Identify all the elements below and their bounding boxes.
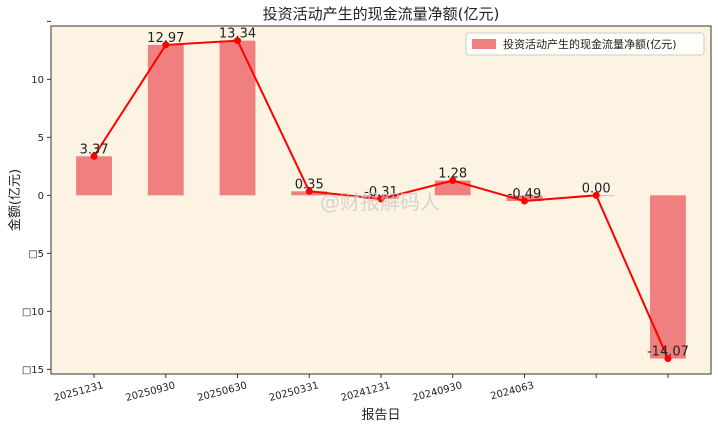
data-point xyxy=(305,187,313,195)
data-label: 0.00 xyxy=(582,181,611,196)
data-labels-layer: 3.37 12.97 13.34 0.35 -0.31 1.28 -0.49 0.00 -14.… xyxy=(80,27,689,360)
data-point xyxy=(592,191,600,199)
legend-box xyxy=(465,32,705,56)
legend-swatch xyxy=(472,39,496,49)
legend: 投资活动产生的现金流量净额(亿元) xyxy=(465,32,705,56)
data-label: 0.35 xyxy=(295,177,324,192)
data-label: 12.97 xyxy=(147,31,184,46)
legend-label: 投资活动产生的现金流量净额(亿元) xyxy=(503,37,677,51)
data-point xyxy=(664,355,672,363)
data-label: 3.37 xyxy=(80,142,109,157)
data-label: -14.07 xyxy=(647,345,689,360)
chart-title: 投资活动产生的现金流量净额(亿元) xyxy=(263,5,500,23)
data-point xyxy=(234,37,242,45)
data-label: -0.31 xyxy=(364,185,398,200)
y-tick-label: 0 xyxy=(38,191,44,202)
line-layer xyxy=(90,37,672,363)
data-point xyxy=(520,197,528,205)
y-tick-label: □15 xyxy=(22,365,44,376)
x-axis-label: 报告日 xyxy=(361,408,400,423)
y-tick-label: 5 xyxy=(38,133,44,144)
data-label: -0.49 xyxy=(508,187,542,202)
bar xyxy=(147,44,184,196)
bar xyxy=(434,180,471,196)
y-tick-label: 10 xyxy=(31,75,44,86)
data-point xyxy=(377,195,385,203)
watermark: @财报解码人 xyxy=(320,190,440,214)
data-point xyxy=(162,41,170,49)
data-label: 13.34 xyxy=(219,27,256,42)
bar xyxy=(219,40,256,196)
data-label: 1.28 xyxy=(438,167,467,182)
data-point xyxy=(449,177,457,185)
y-tick-label: □5 xyxy=(28,249,44,260)
y-axis-label: 金额(亿元) xyxy=(7,169,23,231)
bar xyxy=(650,195,686,359)
bar xyxy=(76,156,112,196)
y-tick-label: □10 xyxy=(22,307,44,318)
data-point xyxy=(90,152,98,160)
